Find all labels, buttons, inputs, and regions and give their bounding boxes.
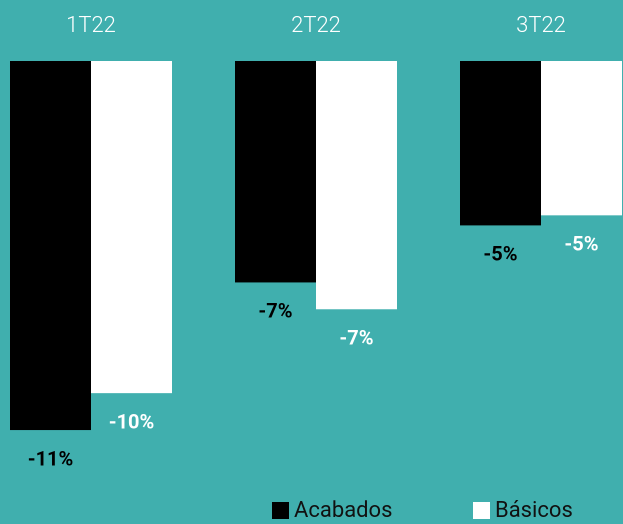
bar: [316, 61, 397, 310]
bar: [460, 61, 541, 226]
category-label: 1T22: [66, 13, 116, 38]
bar: [541, 61, 622, 216]
bar: [10, 61, 91, 431]
category-label: 3T22: [516, 13, 566, 38]
bar: [91, 61, 172, 394]
value-label: -11%: [28, 446, 74, 470]
bar: [235, 61, 316, 283]
value-label: -7%: [258, 299, 292, 323]
category-label: 2T22: [291, 13, 341, 38]
legend-swatch: [473, 502, 490, 519]
legend-label: Básicos: [495, 498, 573, 523]
legend-swatch: [272, 502, 289, 519]
value-label: -5%: [564, 232, 598, 256]
value-label: -10%: [109, 409, 155, 433]
value-label: -7%: [339, 326, 373, 350]
value-label: -5%: [483, 242, 517, 266]
legend-label: Acabados: [294, 498, 392, 523]
